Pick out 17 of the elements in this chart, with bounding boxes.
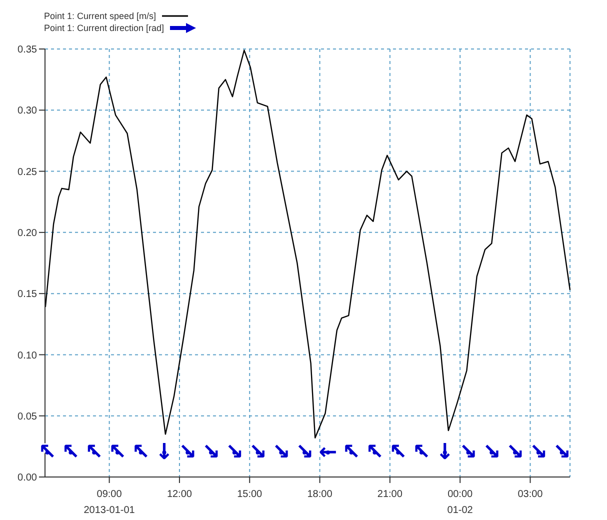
y-tick-label: 0.25 (18, 166, 38, 178)
y-tick-label: 0.30 (18, 106, 38, 117)
x-tick-label: 00:00 01-02 (447, 489, 474, 516)
x-tick-label: 18:00 (307, 489, 333, 500)
legend-label: Point 1: Current direction [rad] (44, 22, 164, 34)
x-tick-label: 15:00 (237, 489, 263, 500)
y-tick-label: 0.00 (18, 472, 38, 484)
y-tick-label: 0.10 (18, 350, 38, 362)
x-tick-label: 21:00 (377, 489, 403, 500)
x-tick-label: 09:00 2013-01-01 (84, 489, 136, 516)
x-tick-label: 03:00 (518, 489, 544, 500)
y-tick-label: 0.05 (18, 411, 38, 422)
x-tick-label: 12:00 (166, 489, 192, 500)
y-tick-label: 0.15 (18, 289, 38, 300)
y-tick-label: 0.20 (18, 228, 38, 239)
y-tick-label: 0.35 (18, 44, 38, 56)
legend-label: Point 1: Current speed [m/s] (44, 10, 156, 22)
